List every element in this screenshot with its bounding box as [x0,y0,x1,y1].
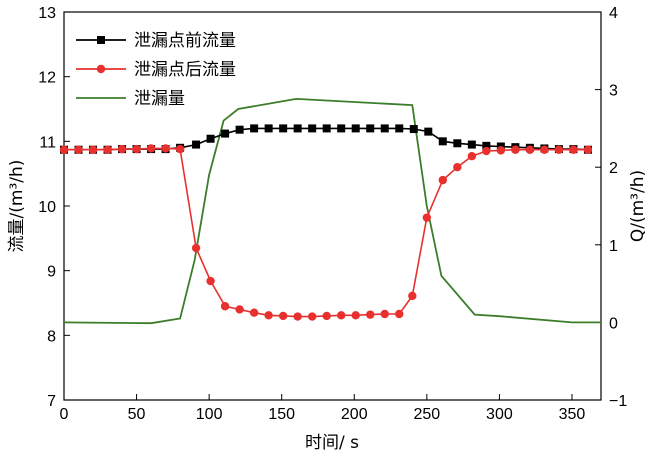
legend-label: 泄漏点后流量 [134,60,236,80]
data-point [351,124,360,133]
series-2 [63,97,601,325]
data-point [467,140,476,149]
data-point [264,311,273,320]
data-point [103,145,112,154]
series-1 [59,144,593,321]
legend-swatch-marker [97,36,105,44]
data-point [220,302,230,311]
data-point [453,163,462,172]
data-point [408,291,417,301]
data-point [380,309,389,319]
data-point [132,144,141,154]
data-point [206,134,215,143]
data-point [395,124,404,133]
x-tick-label: 250 [413,406,440,423]
data-point [540,145,549,154]
x-tick-label: 300 [486,406,513,423]
data-point [59,145,69,154]
data-point [191,243,201,253]
data-point [192,140,201,149]
data-point [482,141,491,150]
y-left-axis-title: 流量/(m³/h) [7,160,27,253]
data-point [438,137,447,146]
data-point [307,312,317,321]
data-point [438,175,448,185]
data-point [351,311,360,320]
data-point [279,124,288,133]
legend-swatch-marker [96,64,106,74]
data-point [467,152,477,161]
series-line [63,97,601,325]
data-point [366,310,375,319]
data-point [366,124,375,133]
data-point [221,129,230,138]
y-right-tick-label: −1 [609,393,627,410]
series-layer [59,97,601,325]
data-point [554,145,564,154]
x-tick-label: 0 [60,406,69,423]
data-point [337,124,346,133]
series-line [64,147,588,318]
data-point [235,125,244,134]
data-point [395,309,404,319]
legend-entry: 泄漏点前流量 [76,31,236,51]
data-point [308,124,317,133]
y-left-tick-label: 8 [47,328,56,345]
y-left-tick-label: 13 [38,5,56,22]
data-point [146,144,156,153]
y-right-tick-label: 3 [609,83,618,100]
y-right-tick-label: 2 [609,160,618,177]
y-left-tick-label: 7 [47,393,56,410]
data-point [249,308,259,317]
data-point [569,145,578,154]
legend-entry: 泄漏点后流量 [76,60,236,80]
y-left-tick-label: 11 [39,134,56,151]
data-point [293,124,302,133]
data-point [422,213,432,222]
y-right-tick-label: 0 [609,315,618,332]
x-tick-label: 100 [196,406,223,423]
legend-label: 泄漏量 [134,89,185,109]
data-point [161,144,170,153]
data-point [496,146,506,155]
data-point [117,144,127,154]
y-right-tick-label: 1 [609,238,618,255]
y-left-tick-label: 10 [38,199,56,216]
y-left-tick-label: 9 [47,264,56,281]
x-axis-title: 时间/ s [305,433,359,453]
data-point [264,124,273,133]
y-left-tick-label: 12 [38,70,56,87]
data-point [453,139,462,148]
data-point [278,311,288,321]
x-tick-label: 150 [268,406,295,423]
legend-label: 泄漏点前流量 [134,31,236,51]
data-point [511,145,520,154]
data-point [250,124,259,133]
data-point [424,127,433,136]
data-point [175,144,185,154]
data-point [583,145,593,154]
data-point [322,124,331,133]
data-point [74,145,83,154]
legend-entry: 泄漏量 [76,89,185,109]
data-point [482,146,491,156]
x-tick-label: 200 [341,406,368,423]
data-point [88,145,98,154]
data-point [409,125,418,134]
x-tick-label: 50 [128,406,146,423]
y-right-axis-title: Q/(m³/h) [628,170,648,242]
data-point [380,124,389,133]
data-point [206,276,215,286]
data-point [235,305,244,314]
x-tick-label: 350 [559,406,586,423]
data-point [293,312,302,321]
data-point [337,311,346,320]
data-point [322,311,331,321]
data-point [525,145,535,154]
y-right-tick-label: 4 [609,5,618,22]
